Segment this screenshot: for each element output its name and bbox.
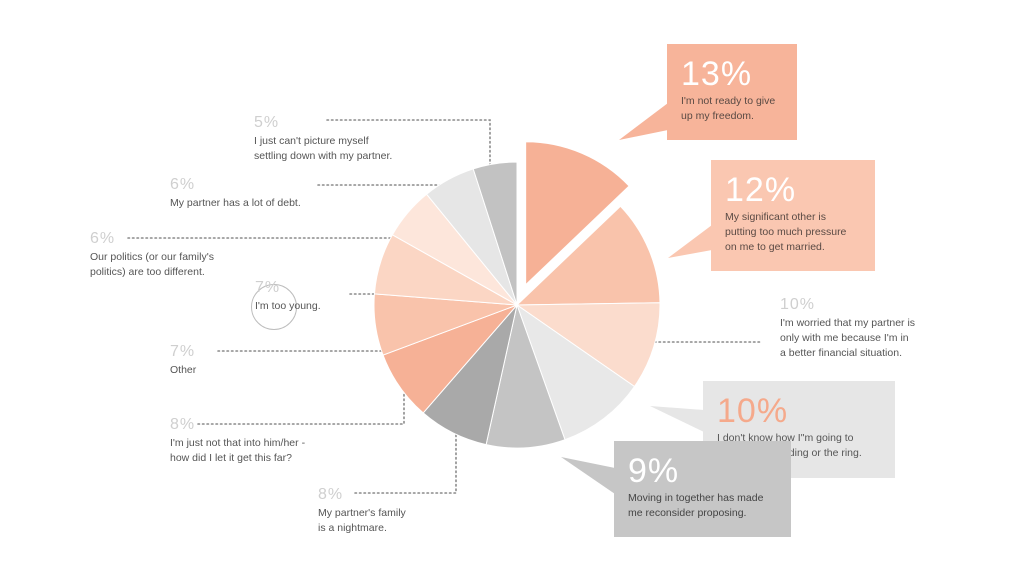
label-pct: 7% — [170, 343, 196, 360]
label-politics: 6% Our politics (or our family's politic… — [90, 230, 214, 280]
label-pct: 6% — [170, 176, 196, 193]
leader-line-5 — [197, 382, 405, 425]
label-text: I'm just not that into him/her - how did… — [170, 437, 306, 464]
label-financial: 10% I'm worried that my partner is only … — [780, 296, 915, 361]
label-text: Our politics (or our family's politics) … — [90, 251, 214, 278]
callout-pointer-1 — [668, 225, 712, 258]
pie-slice-2 — [515, 302, 661, 388]
label-text: My partner's family is a nightmare. — [318, 507, 406, 534]
label-debt: 6% My partner has a lot of debt. — [170, 176, 301, 211]
callout-pointers — [561, 103, 712, 494]
label-too-young: 7% I'm too young. — [255, 279, 321, 314]
label-text: I just can't picture myself settling dow… — [254, 135, 393, 162]
label-pct: 8% — [318, 486, 344, 503]
label-pct: 7% — [255, 279, 281, 296]
callout-moving-in: 9% Moving in together has made me recons… — [614, 441, 791, 537]
label-family: 8% My partner's family is a nightmare. — [318, 486, 406, 536]
pie-slice-3 — [516, 303, 636, 441]
callout-freedom-text: I'm not ready to give up my freedom. — [681, 95, 776, 122]
label-not-into: 8% I'm just not that into him/her - how … — [170, 416, 305, 466]
label-pct: 10% — [780, 296, 816, 313]
label-text: I'm too young. — [255, 300, 321, 312]
label-picture-myself: 5% I just can't picture myself settling … — [254, 114, 392, 164]
pie-slice-11 — [472, 161, 518, 306]
label-text: Other — [170, 364, 197, 376]
label-pct: 6% — [90, 230, 116, 247]
pie-slice-4 — [485, 303, 566, 449]
callout-moving-in-text: Moving in together has made me reconside… — [628, 492, 764, 519]
label-text: My partner has a lot of debt. — [170, 197, 301, 209]
leader-line-6 — [354, 426, 457, 494]
highlight-circle — [251, 284, 297, 330]
callout-pressure-pct: 12% — [725, 171, 797, 209]
callout-pointer-0 — [619, 103, 668, 140]
callout-moving-in-pct: 9% — [628, 452, 680, 490]
callout-wedding-cost-pct: 10% — [717, 392, 789, 430]
label-pct: 8% — [170, 416, 196, 433]
callout-pointer-3 — [561, 457, 615, 494]
callout-pressure: 12% My significant other is putting too … — [711, 160, 875, 271]
leader-line-0 — [326, 119, 491, 191]
callout-pointer-2 — [650, 406, 704, 432]
callout-freedom-pct: 13% — [681, 55, 753, 93]
label-other: 7% Other — [170, 343, 196, 378]
callout-freedom: 13% I'm not ready to give up my freedom. — [667, 44, 797, 140]
label-pct: 5% — [254, 114, 280, 131]
pie-slice-0 — [525, 141, 630, 286]
label-text: I'm worried that my partner is only with… — [780, 317, 916, 359]
pie-slice-1 — [515, 205, 661, 306]
pie-slices — [373, 141, 661, 449]
callout-pressure-text: My significant other is putting too much… — [725, 211, 847, 253]
